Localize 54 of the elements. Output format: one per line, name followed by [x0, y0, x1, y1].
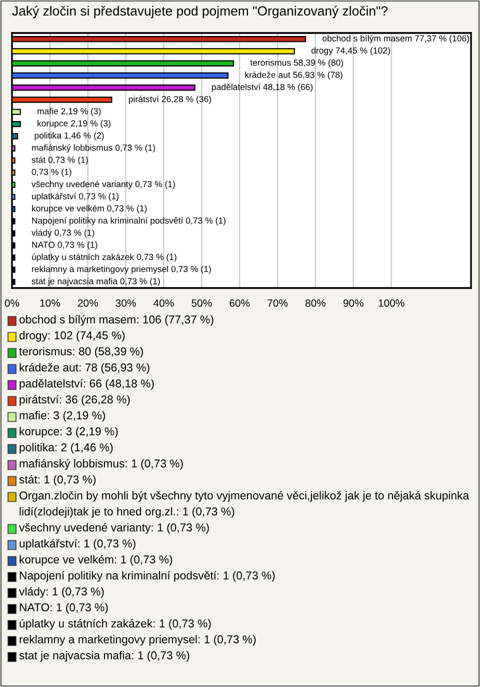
category-label: reklamny a marketingovy priemysel 0,73 % (1) — [32, 266, 211, 274]
text: uplatkářství: 1 (0,73 %) — [20, 539, 136, 550]
x-tick-label: 50% — [192, 299, 212, 307]
category-label: stát 0,73 % (1) — [32, 156, 88, 165]
text: politika: 2 (1,46 %) — [20, 443, 113, 454]
category-label: NATO 0,73 % (1) — [32, 241, 98, 250]
text: obchod s bílým masem: 106 (77,37 %) — [19, 315, 214, 326]
text: mafie: 3 (2,19 %) — [20, 411, 106, 422]
text: všechny uvedené varianty: 1 (0,73 %) — [19, 523, 209, 534]
text: Organ.zločin by mohli být všechny tyto vyjmenované věci,jelikož jak je to nějaká skupinka lidí(zlodeji)tak je to hned org.zl.: 1 (0,73 %) — [20, 491, 470, 518]
data-label: 0,73 % (1) — [32, 168, 72, 177]
text: krádeže aut: 78 (56,93 %) — [20, 362, 150, 374]
category-label: krádeže aut 56,93 % (78) — [245, 71, 342, 80]
text: úplatky u státních zakázek: 1 (0,73 %) — [20, 619, 211, 630]
text: korupce: 3 (2,19 %) — [20, 427, 118, 438]
category-label: úplatky u státních zakázek 0,73 % (1) — [32, 254, 176, 262]
text: mafiánský lobbismus: 1 (0,73 %) — [20, 459, 183, 470]
x-tick-label: 30% — [116, 299, 136, 307]
text: pirátství: 36 (26,28 %) — [20, 395, 130, 406]
category-label: drogy 74,45 % (102) — [311, 47, 390, 56]
text: drogy: 102 (74,45 %) — [19, 331, 125, 342]
text: padělatelství: 66 (48,18 %) — [20, 379, 154, 390]
category-label: všechny uvedené varianty 0,73 % (1) — [31, 180, 175, 189]
x-tick-label: 80% — [306, 299, 326, 307]
x-tick-label: 20% — [78, 299, 98, 307]
category-label: obchod s bílým masem 77,37 % (106) — [322, 34, 470, 44]
x-tick-label: 0% — [4, 299, 20, 307]
text: vlády: 1 (0,73 %) — [19, 587, 104, 598]
category-label: korupce ve velkém 0,73 % (1) — [32, 204, 147, 214]
text: terorismus: 80 (58,39 %) — [19, 347, 143, 358]
category-label: padělatelství 48,18 % (66) — [212, 84, 313, 92]
text: Napojení politiky na kriminalní podsvětí: 1 (0,73 %) — [20, 571, 275, 582]
category-label: mafiánský lobbismus 0,73 % (1) — [32, 144, 155, 152]
category-label: uplatkářství 0,73 % (1) — [32, 192, 118, 202]
x-tick-label: 10% — [40, 299, 60, 307]
x-tick-label: 100% — [378, 299, 404, 307]
category-label: pirátství 26,28 % (36) — [128, 96, 211, 104]
category-label: mafie 2,19 % (3) — [38, 108, 101, 116]
category-label: vlády 0,73 % (1) — [31, 229, 94, 238]
text: stat je najvacsia mafia: 1 (0,73 %) — [19, 651, 190, 662]
category-label: Napojení politiky na kriminalní podsvětí 0,73 % (1) — [32, 217, 226, 226]
category-label: stat je najvacsia mafia 0,73 % (1) — [32, 278, 160, 286]
chart-title: Jaký zločin si představujete pod pojmem "Organizovaný zločin"? — [12, 6, 388, 18]
category-label: politika 1,46 % (2) — [34, 132, 104, 140]
category-label: terorismus 58,39 % (80) — [250, 59, 344, 68]
x-tick-label: 40% — [154, 299, 174, 307]
x-tick-label: 60% — [230, 299, 250, 307]
category-label: korupce 2,19 % (3) — [38, 120, 110, 128]
x-tick-label: 90% — [343, 299, 364, 307]
x-tick-label: 70% — [268, 299, 288, 307]
text: korupce ve velkém: 1 (0,73 %) — [20, 555, 172, 566]
text: reklamny a marketingovy priemysel: 1 (0,73 %) — [20, 635, 256, 646]
text: stát: 1 (0,73 %) — [19, 474, 96, 486]
text: NATO: 1 (0,73 %) — [20, 603, 108, 614]
